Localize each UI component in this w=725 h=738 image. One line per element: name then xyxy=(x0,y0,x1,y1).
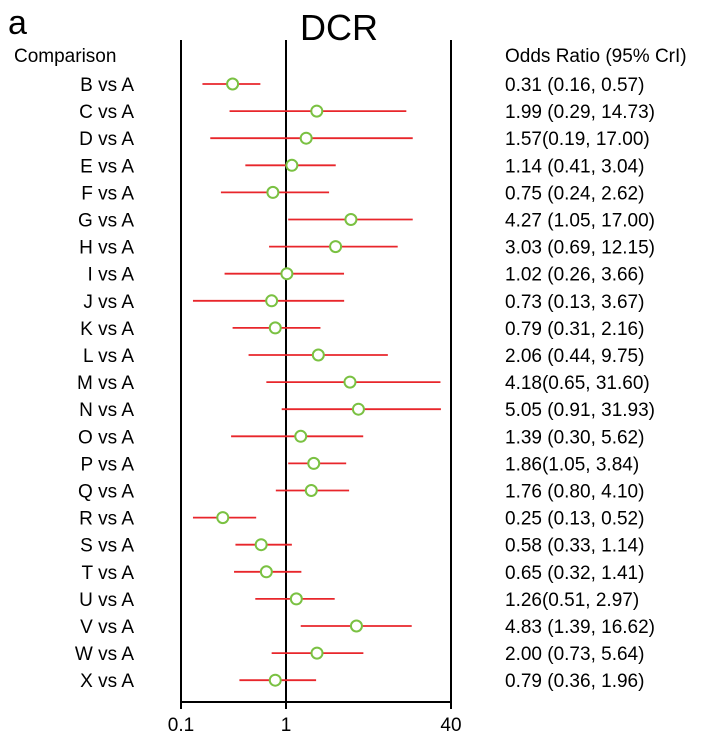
odds-ratio-text: 0.79 (0.36, 1.96) xyxy=(505,671,644,692)
odds-ratio-text: 0.79 (0.31, 2.16) xyxy=(505,319,644,340)
row-label: O vs A xyxy=(78,427,134,448)
row-label: K vs A xyxy=(80,319,134,340)
row-label: G vs A xyxy=(78,211,134,232)
comparison-column-header: Comparison xyxy=(14,46,117,67)
odds-ratio-text: 1.39 (0.30, 5.62) xyxy=(505,427,644,448)
chart-title: DCR xyxy=(300,7,378,48)
point-estimate xyxy=(289,592,303,606)
row-label: N vs A xyxy=(79,400,134,421)
odds-ratio-text: 0.25 (0.13, 0.52) xyxy=(505,509,644,530)
point-estimate xyxy=(329,240,343,254)
point-estimate xyxy=(344,213,358,226)
odds-ratio-column-header: Odds Ratio (95% CrI) xyxy=(505,46,687,67)
odds-ratio-text: 4.18(0.65, 31.60) xyxy=(505,373,650,394)
row-label: I vs A xyxy=(88,265,135,286)
point-estimate xyxy=(216,511,230,525)
point-estimate xyxy=(268,673,282,687)
row-label: W vs A xyxy=(75,644,134,665)
row-label: V vs A xyxy=(80,617,134,638)
point-estimate xyxy=(266,185,280,199)
point-estimate xyxy=(351,402,365,416)
odds-ratio-text: 0.58 (0.33, 1.14) xyxy=(505,536,644,557)
row-label: T vs A xyxy=(82,563,135,584)
point-estimate xyxy=(310,104,324,118)
row-label: U vs A xyxy=(79,590,134,611)
point-estimate xyxy=(280,267,294,281)
row-label: J vs A xyxy=(83,292,134,313)
odds-ratio-text: 1.02 (0.26, 3.66) xyxy=(505,265,644,286)
row-label: H vs A xyxy=(79,238,134,259)
row-label: D vs A xyxy=(79,129,134,150)
x-tick-label: 0.1 xyxy=(168,715,194,736)
row-label: S vs A xyxy=(80,536,134,557)
point-estimate xyxy=(226,77,240,91)
point-estimate xyxy=(268,321,282,335)
odds-ratio-text: 4.83 (1.39, 16.62) xyxy=(505,617,655,638)
point-estimate xyxy=(304,484,318,497)
point-estimate xyxy=(294,429,308,443)
row-label: P vs A xyxy=(80,454,134,475)
point-estimate xyxy=(285,158,299,172)
x-tick-label: 40 xyxy=(440,715,461,736)
row-label: F vs A xyxy=(81,183,134,204)
row-label: X vs A xyxy=(80,671,134,692)
odds-ratio-text: 1.99 (0.29, 14.73) xyxy=(505,102,655,123)
odds-ratio-text: 0.73 (0.13, 3.67) xyxy=(505,292,644,313)
odds-ratio-text: 0.75 (0.24, 2.62) xyxy=(505,183,644,204)
point-estimate xyxy=(310,646,324,660)
odds-ratio-text: 0.65 (0.32, 1.41) xyxy=(505,563,644,584)
odds-ratio-text: 1.14 (0.41, 3.04) xyxy=(505,156,644,177)
odds-ratio-text: 1.26(0.51, 2.97) xyxy=(505,590,639,611)
panel-letter: a xyxy=(8,4,27,42)
row-label: E vs A xyxy=(80,156,134,177)
odds-ratio-text: 1.76 (0.80, 4.10) xyxy=(505,482,644,503)
point-estimate xyxy=(259,565,273,579)
odds-ratio-text: 0.31 (0.16, 0.57) xyxy=(505,75,644,96)
point-estimate xyxy=(265,294,279,308)
row-label: R vs A xyxy=(79,509,134,530)
point-estimate xyxy=(311,348,325,362)
odds-ratio-text: 1.57(0.19, 17.00) xyxy=(505,129,650,150)
row-label: L vs A xyxy=(83,346,134,367)
point-estimate xyxy=(343,375,357,389)
odds-ratio-text: 3.03 (0.69, 12.15) xyxy=(505,238,655,259)
point-estimate xyxy=(254,538,268,552)
row-label: M vs A xyxy=(77,373,134,394)
odds-ratio-text: 5.05 (0.91, 31.93) xyxy=(505,400,655,421)
row-label: B vs A xyxy=(80,75,134,96)
odds-ratio-text: 1.86(1.05, 3.84) xyxy=(505,454,639,475)
point-estimate xyxy=(299,131,313,145)
odds-ratio-text: 2.00 (0.73, 5.64) xyxy=(505,644,644,665)
row-label: Q vs A xyxy=(78,482,134,503)
odds-ratio-text: 4.27 (1.05, 17.00) xyxy=(505,211,655,232)
odds-ratio-text: 2.06 (0.44, 9.75) xyxy=(505,346,644,367)
x-tick-label: 1 xyxy=(281,715,292,736)
point-estimate xyxy=(307,456,321,470)
row-label: C vs A xyxy=(79,102,134,123)
point-estimate xyxy=(349,619,363,633)
